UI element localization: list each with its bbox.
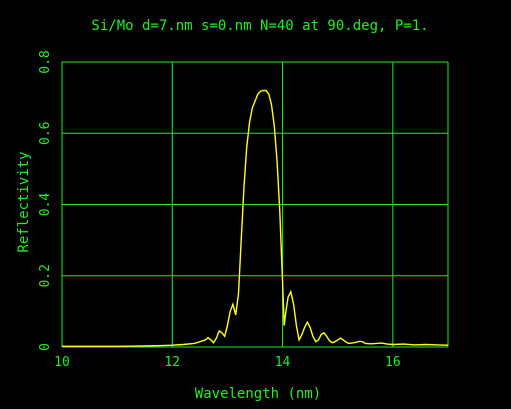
y-tick-labels: 0 0.2 0.4 0.6 0.8 <box>38 50 53 351</box>
y-tick-label: 0.2 <box>38 264 53 287</box>
x-tick-label: 12 <box>164 355 180 370</box>
grid <box>61 61 449 348</box>
y-tick-label: 0 <box>38 343 53 351</box>
series-line <box>62 89 449 347</box>
y-tick-label: 0.6 <box>38 122 53 145</box>
x-tick-label: 16 <box>385 355 401 370</box>
x-tick-labels: 10 12 14 16 <box>54 355 401 370</box>
x-axis-label: Wavelength (nm) <box>195 386 321 402</box>
chart-title: Si/Mo d=7.nm s=0.nm N=40 at 90.deg, P=1. <box>91 18 428 34</box>
x-tick-label: 14 <box>275 355 291 370</box>
y-tick-label: 0.4 <box>38 193 53 217</box>
x-tick-label: 10 <box>54 355 70 370</box>
y-axis-label: Reflectivity <box>16 151 32 252</box>
y-tick-label: 0.8 <box>38 50 53 73</box>
